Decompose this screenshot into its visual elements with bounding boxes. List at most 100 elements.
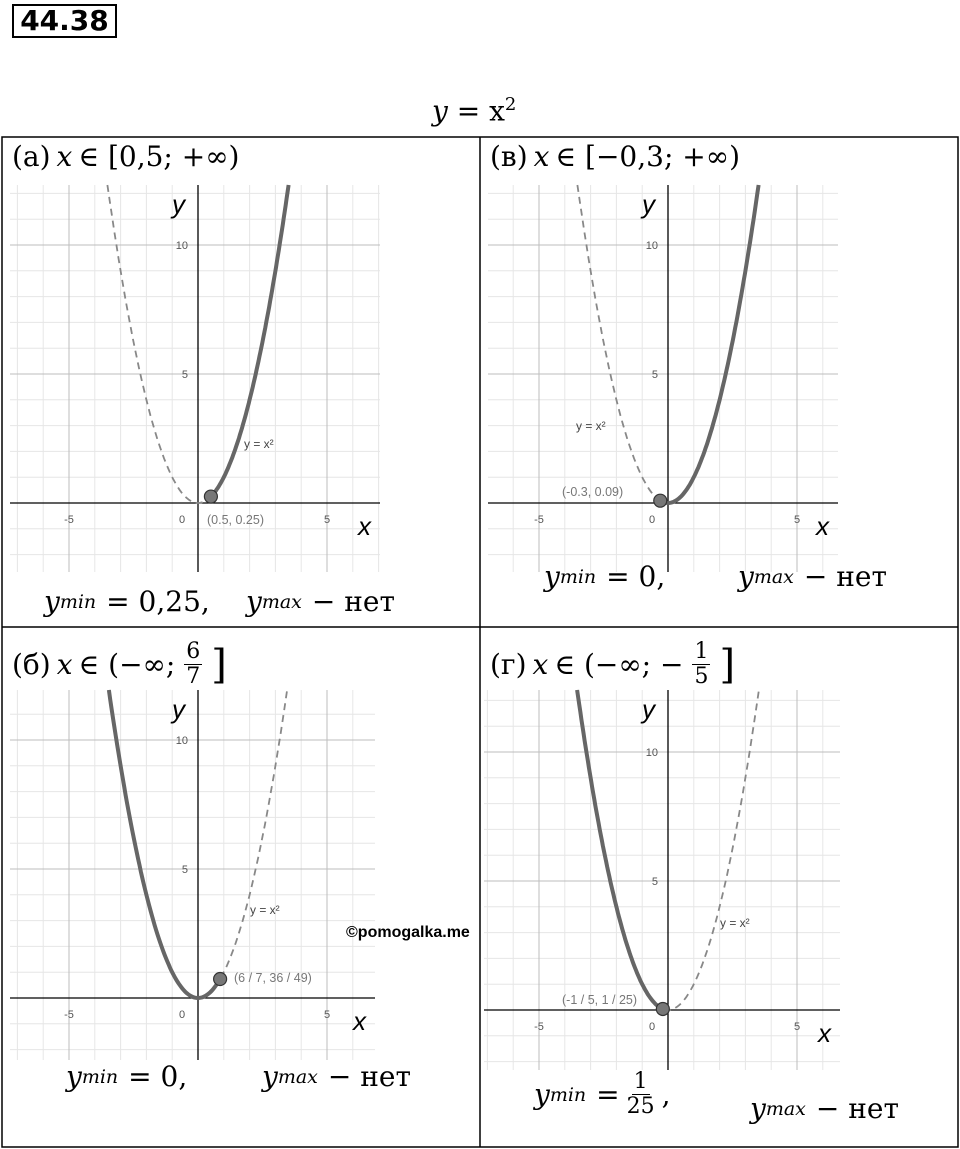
panel-label: (а) (12, 140, 51, 173)
y-axis-label: y (640, 189, 657, 219)
y-tick-label: 5 (182, 369, 188, 381)
point-label: (-1 / 5, 1 / 25) (562, 993, 637, 1007)
y-max-sub: max (261, 590, 302, 613)
y-max-sub: max (277, 1065, 318, 1088)
x-tick-label: -5 (64, 514, 74, 526)
domain-var: x (56, 648, 73, 681)
x-axis-label: x (356, 511, 372, 541)
y-min-eq: = 0,25, (106, 585, 210, 618)
y-axis-label: y (640, 694, 657, 724)
y-min-sub: min (559, 565, 597, 588)
y-axis-label: y (170, 694, 187, 724)
y-max-rest: − нет (815, 1092, 899, 1125)
x-tick-label: -5 (534, 514, 544, 526)
curve-label: y = x² (250, 903, 280, 917)
y-tick-label: 5 (652, 876, 658, 888)
y-max-rest: − нет (311, 585, 395, 618)
fn-eq: = x (456, 94, 505, 128)
x-tick-label: 0 (179, 514, 185, 526)
x-tick-label: 5 (794, 1021, 800, 1033)
point-label: (-0.3, 0.09) (562, 485, 623, 499)
y-min-eq: = 0, (128, 1060, 188, 1093)
fn-sup: 2 (504, 94, 517, 115)
denominator: 25 (626, 1094, 655, 1119)
y-max: y max − нет (262, 1060, 411, 1093)
y-tick-label: 10 (646, 747, 658, 759)
y-max-var: y (738, 560, 754, 593)
x-axis-label: x (816, 1018, 832, 1048)
domain-var: x (56, 140, 73, 173)
y-min-sub: min (81, 1065, 119, 1088)
numerator: 6 (184, 639, 203, 665)
panel-label: (б) (12, 648, 51, 681)
domain-close: ] (211, 641, 227, 688)
domain-set: ∈ (−∞; (78, 648, 176, 681)
fraction: 1 25 (627, 1070, 655, 1119)
y-max-sub: max (765, 1097, 806, 1120)
domain: (а) x ∈ [0,5; +∞) (12, 140, 239, 173)
y-tick-label: 10 (176, 735, 188, 747)
numerator: 1 (692, 639, 711, 665)
domain: (б) x ∈ (−∞; 6 7] (12, 640, 227, 689)
y-min: y min = 0,25, (44, 585, 210, 618)
y-min-eq: = 0, (606, 560, 666, 593)
y-tick-label: 10 (646, 240, 658, 252)
parabola-solid (106, 689, 222, 1001)
denominator: 7 (186, 664, 201, 689)
endpoint (203, 489, 218, 504)
parabola-solid (659, 184, 761, 505)
y-min-sub: min (549, 1083, 587, 1106)
x-tick-label: 0 (649, 1021, 655, 1033)
denominator: 5 (694, 664, 709, 689)
x-tick-label: 5 (324, 1009, 330, 1021)
fn-var: y (432, 94, 448, 128)
numerator: 1 (631, 1069, 650, 1095)
y-min-var: y (66, 1060, 82, 1093)
x-tick-label: 5 (324, 514, 330, 526)
y-max: y max − нет (246, 585, 395, 618)
x-tick-label: 0 (179, 1009, 185, 1021)
point-label: (6 / 7, 36 / 49) (234, 971, 312, 985)
x-tick-label: -5 (534, 1021, 544, 1033)
y-axis-label: y (170, 189, 187, 219)
x-axis-label: x (351, 1006, 367, 1036)
y-max-rest: − нет (803, 560, 887, 593)
y-max-var: y (750, 1092, 766, 1125)
x-tick-label: -5 (64, 1009, 74, 1021)
domain-set: ∈ [−0,3; +∞) (555, 140, 741, 173)
watermark: ©pomogalka.me (346, 924, 470, 941)
domain-set: ∈ [0,5; +∞) (78, 140, 240, 173)
y-max-sub: max (753, 565, 794, 588)
y-max: y max − нет (738, 560, 887, 593)
point-label: (0.5, 0.25) (207, 513, 264, 527)
panel-label: (г) (490, 648, 527, 681)
panel-label: (в) (490, 140, 528, 173)
y-min: y min = 0, (544, 560, 665, 593)
domain: (г) x ∈ (−∞; −1 5] (490, 640, 735, 689)
x-tick-label: 5 (794, 514, 800, 526)
domain-var: x (532, 648, 549, 681)
y-max: y max − нет (750, 1092, 899, 1125)
y-min-var: y (544, 560, 560, 593)
domain-close: ] (719, 641, 736, 688)
function-title: y = x2 (432, 94, 516, 127)
endpoint (213, 971, 228, 987)
y-tick-label: 5 (652, 369, 658, 381)
domain-var: x (533, 140, 550, 173)
y-min-var: y (44, 585, 60, 618)
y-max-rest: − нет (327, 1060, 411, 1093)
y-min: y min = 1 25, (534, 1070, 671, 1119)
domain-set: ∈ (−∞; − (554, 648, 684, 681)
y-min-var: y (534, 1078, 550, 1111)
curve-label: y = x² (720, 916, 750, 930)
y-min-sub: min (59, 590, 97, 613)
y-min-eq: = (596, 1078, 620, 1111)
x-tick-label: 0 (649, 514, 655, 526)
endpoint (653, 493, 668, 508)
domain: (в) x ∈ [−0,3; +∞) (490, 140, 740, 173)
y-tick-label: 5 (182, 864, 188, 876)
